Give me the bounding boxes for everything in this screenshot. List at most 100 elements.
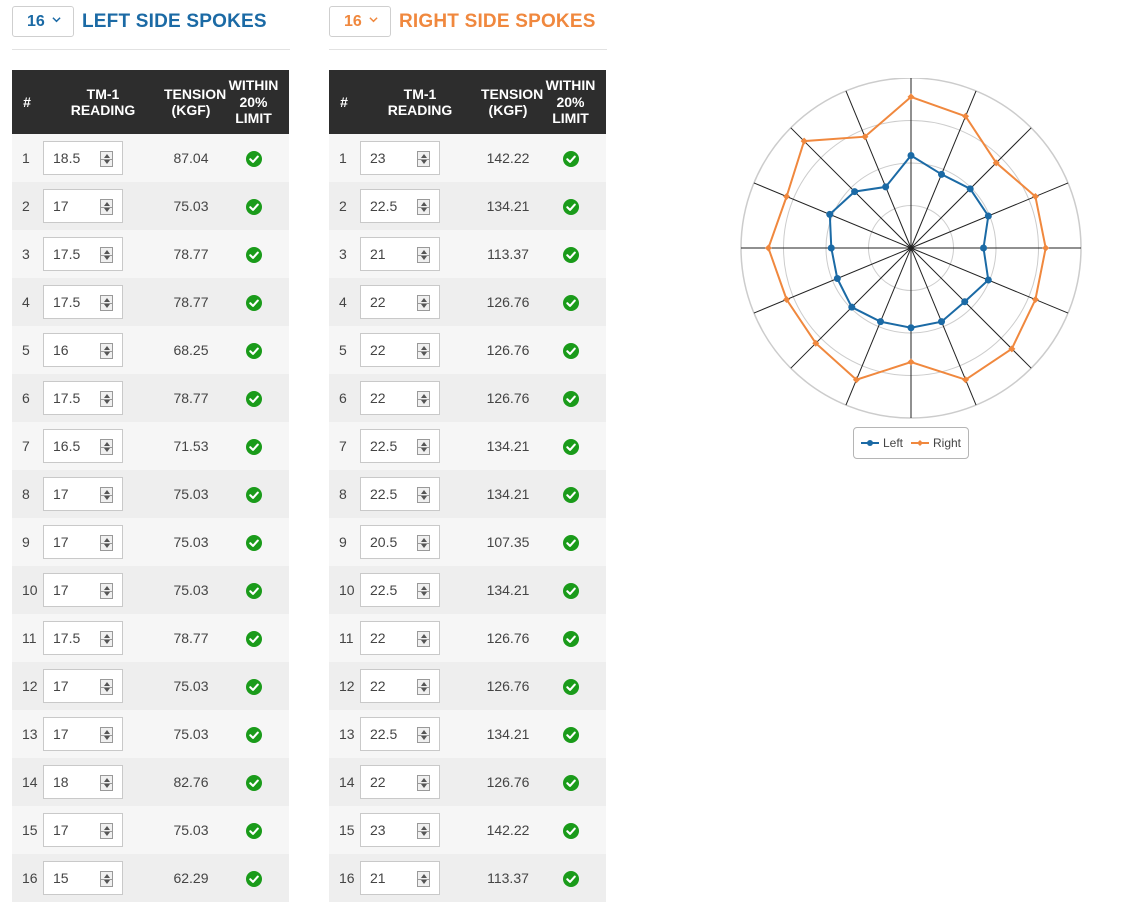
stepper-icon[interactable] (417, 487, 430, 503)
stepper-icon[interactable] (417, 151, 430, 167)
stepper-icon[interactable] (417, 535, 430, 551)
spoke-number: 1 (12, 134, 42, 182)
tm1-reading-input[interactable]: 17 (43, 189, 123, 223)
tm1-reading-input[interactable]: 17.5 (43, 621, 123, 655)
stepper-icon[interactable] (100, 871, 113, 887)
stepper-icon[interactable] (100, 295, 113, 311)
tm1-reading-input[interactable]: 17 (43, 717, 123, 751)
tm1-reading-value: 22.5 (370, 726, 398, 742)
tm1-reading-input[interactable]: 20.5 (360, 525, 440, 559)
tm1-reading-input[interactable]: 22.5 (360, 477, 440, 511)
left-spokes-table: # TM-1 READING TENSION (KGF) WITHIN 20% … (12, 70, 289, 902)
data-point-left (882, 183, 890, 191)
stepper-icon[interactable] (417, 823, 430, 839)
tm1-reading-input[interactable]: 18.5 (43, 141, 123, 175)
tm1-reading-input[interactable]: 18 (43, 765, 123, 799)
stepper-icon[interactable] (100, 679, 113, 695)
reading-cell: 17.5 (42, 278, 164, 326)
tm1-reading-input[interactable]: 22.5 (360, 189, 440, 223)
tm1-reading-input[interactable]: 22 (360, 333, 440, 367)
tm1-reading-input[interactable]: 23 (360, 141, 440, 175)
tension-value: 71.53 (164, 422, 218, 470)
stepper-icon[interactable] (417, 679, 430, 695)
tm1-reading-input[interactable]: 17 (43, 669, 123, 703)
tm1-reading-input[interactable]: 17 (43, 477, 123, 511)
stepper-icon[interactable] (417, 247, 430, 263)
limit-status-cell (218, 662, 289, 710)
stepper-icon[interactable] (100, 199, 113, 215)
stepper-icon[interactable] (100, 775, 113, 791)
check-circle-icon (245, 294, 262, 311)
stepper-icon[interactable] (417, 295, 430, 311)
stepper-icon[interactable] (417, 871, 430, 887)
reading-cell: 17.5 (42, 374, 164, 422)
tm1-reading-input[interactable]: 16 (43, 333, 123, 367)
stepper-icon[interactable] (417, 199, 430, 215)
tm1-reading-input[interactable]: 22.5 (360, 717, 440, 751)
left-spoke-count-select[interactable]: 16 (12, 6, 74, 37)
column-header-reading: TM-1 READING (359, 70, 481, 134)
stepper-icon[interactable] (100, 631, 113, 647)
tm1-reading-input[interactable]: 22 (360, 765, 440, 799)
stepper-icon[interactable] (417, 727, 430, 743)
stepper-icon[interactable] (100, 583, 113, 599)
stepper-icon[interactable] (100, 823, 113, 839)
tm1-reading-value: 18 (53, 774, 69, 790)
stepper-icon[interactable] (417, 583, 430, 599)
stepper-icon[interactable] (417, 439, 430, 455)
stepper-icon[interactable] (100, 391, 113, 407)
spoke-number: 2 (12, 182, 42, 230)
stepper-icon[interactable] (100, 151, 113, 167)
tension-value: 113.37 (481, 230, 535, 278)
data-point-right (764, 244, 772, 252)
stepper-icon[interactable] (417, 343, 430, 359)
tm1-reading-input[interactable]: 22.5 (360, 573, 440, 607)
tm1-reading-input[interactable]: 17.5 (43, 381, 123, 415)
tm1-reading-input[interactable]: 22 (360, 669, 440, 703)
tm1-reading-input[interactable]: 15 (43, 861, 123, 895)
tension-value: 126.76 (481, 662, 535, 710)
stepper-icon[interactable] (417, 631, 430, 647)
tm1-reading-value: 17 (53, 822, 69, 838)
stepper-icon[interactable] (100, 535, 113, 551)
stepper-icon[interactable] (417, 775, 430, 791)
tm1-reading-value: 17.5 (53, 294, 81, 310)
spoke-number: 13 (12, 710, 42, 758)
stepper-icon[interactable] (100, 343, 113, 359)
tm1-reading-input[interactable]: 17 (43, 525, 123, 559)
check-circle-icon (245, 390, 262, 407)
stepper-icon[interactable] (100, 487, 113, 503)
legend-item-right[interactable]: Right (911, 436, 961, 450)
data-point-right (992, 159, 1000, 167)
spoke-number: 16 (329, 854, 359, 902)
right-spokes-table: # TM-1 READING TENSION (KGF) WITHIN 20% … (329, 70, 606, 902)
tm1-reading-input[interactable]: 17 (43, 813, 123, 847)
tm1-reading-input[interactable]: 22 (360, 621, 440, 655)
tm1-reading-input[interactable]: 21 (360, 237, 440, 271)
right-spoke-count-select[interactable]: 16 (329, 6, 391, 37)
tm1-reading-input[interactable]: 17.5 (43, 237, 123, 271)
tm1-reading-input[interactable]: 17 (43, 573, 123, 607)
legend-item-left[interactable]: Left (860, 436, 903, 450)
column-header-within-limit: WITHIN 20% LIMIT (218, 70, 289, 134)
reading-cell: 17 (42, 182, 164, 230)
stepper-icon[interactable] (100, 439, 113, 455)
tm1-reading-input[interactable]: 22 (360, 285, 440, 319)
tm1-reading-input[interactable]: 17.5 (43, 285, 123, 319)
check-circle-icon (245, 870, 262, 887)
tm1-reading-value: 22 (370, 342, 386, 358)
tm1-reading-value: 17.5 (53, 390, 81, 406)
tm1-reading-input[interactable]: 21 (360, 861, 440, 895)
table-row: 11 17.5 78.77 (12, 614, 289, 662)
data-point-left (848, 303, 856, 311)
chevron-down-icon (369, 17, 378, 23)
data-point-left (826, 210, 834, 218)
tm1-reading-input[interactable]: 16.5 (43, 429, 123, 463)
table-row: 13 17 75.03 (12, 710, 289, 758)
stepper-icon[interactable] (100, 247, 113, 263)
tm1-reading-input[interactable]: 22.5 (360, 429, 440, 463)
tm1-reading-input[interactable]: 22 (360, 381, 440, 415)
stepper-icon[interactable] (100, 727, 113, 743)
tm1-reading-input[interactable]: 23 (360, 813, 440, 847)
stepper-icon[interactable] (417, 391, 430, 407)
